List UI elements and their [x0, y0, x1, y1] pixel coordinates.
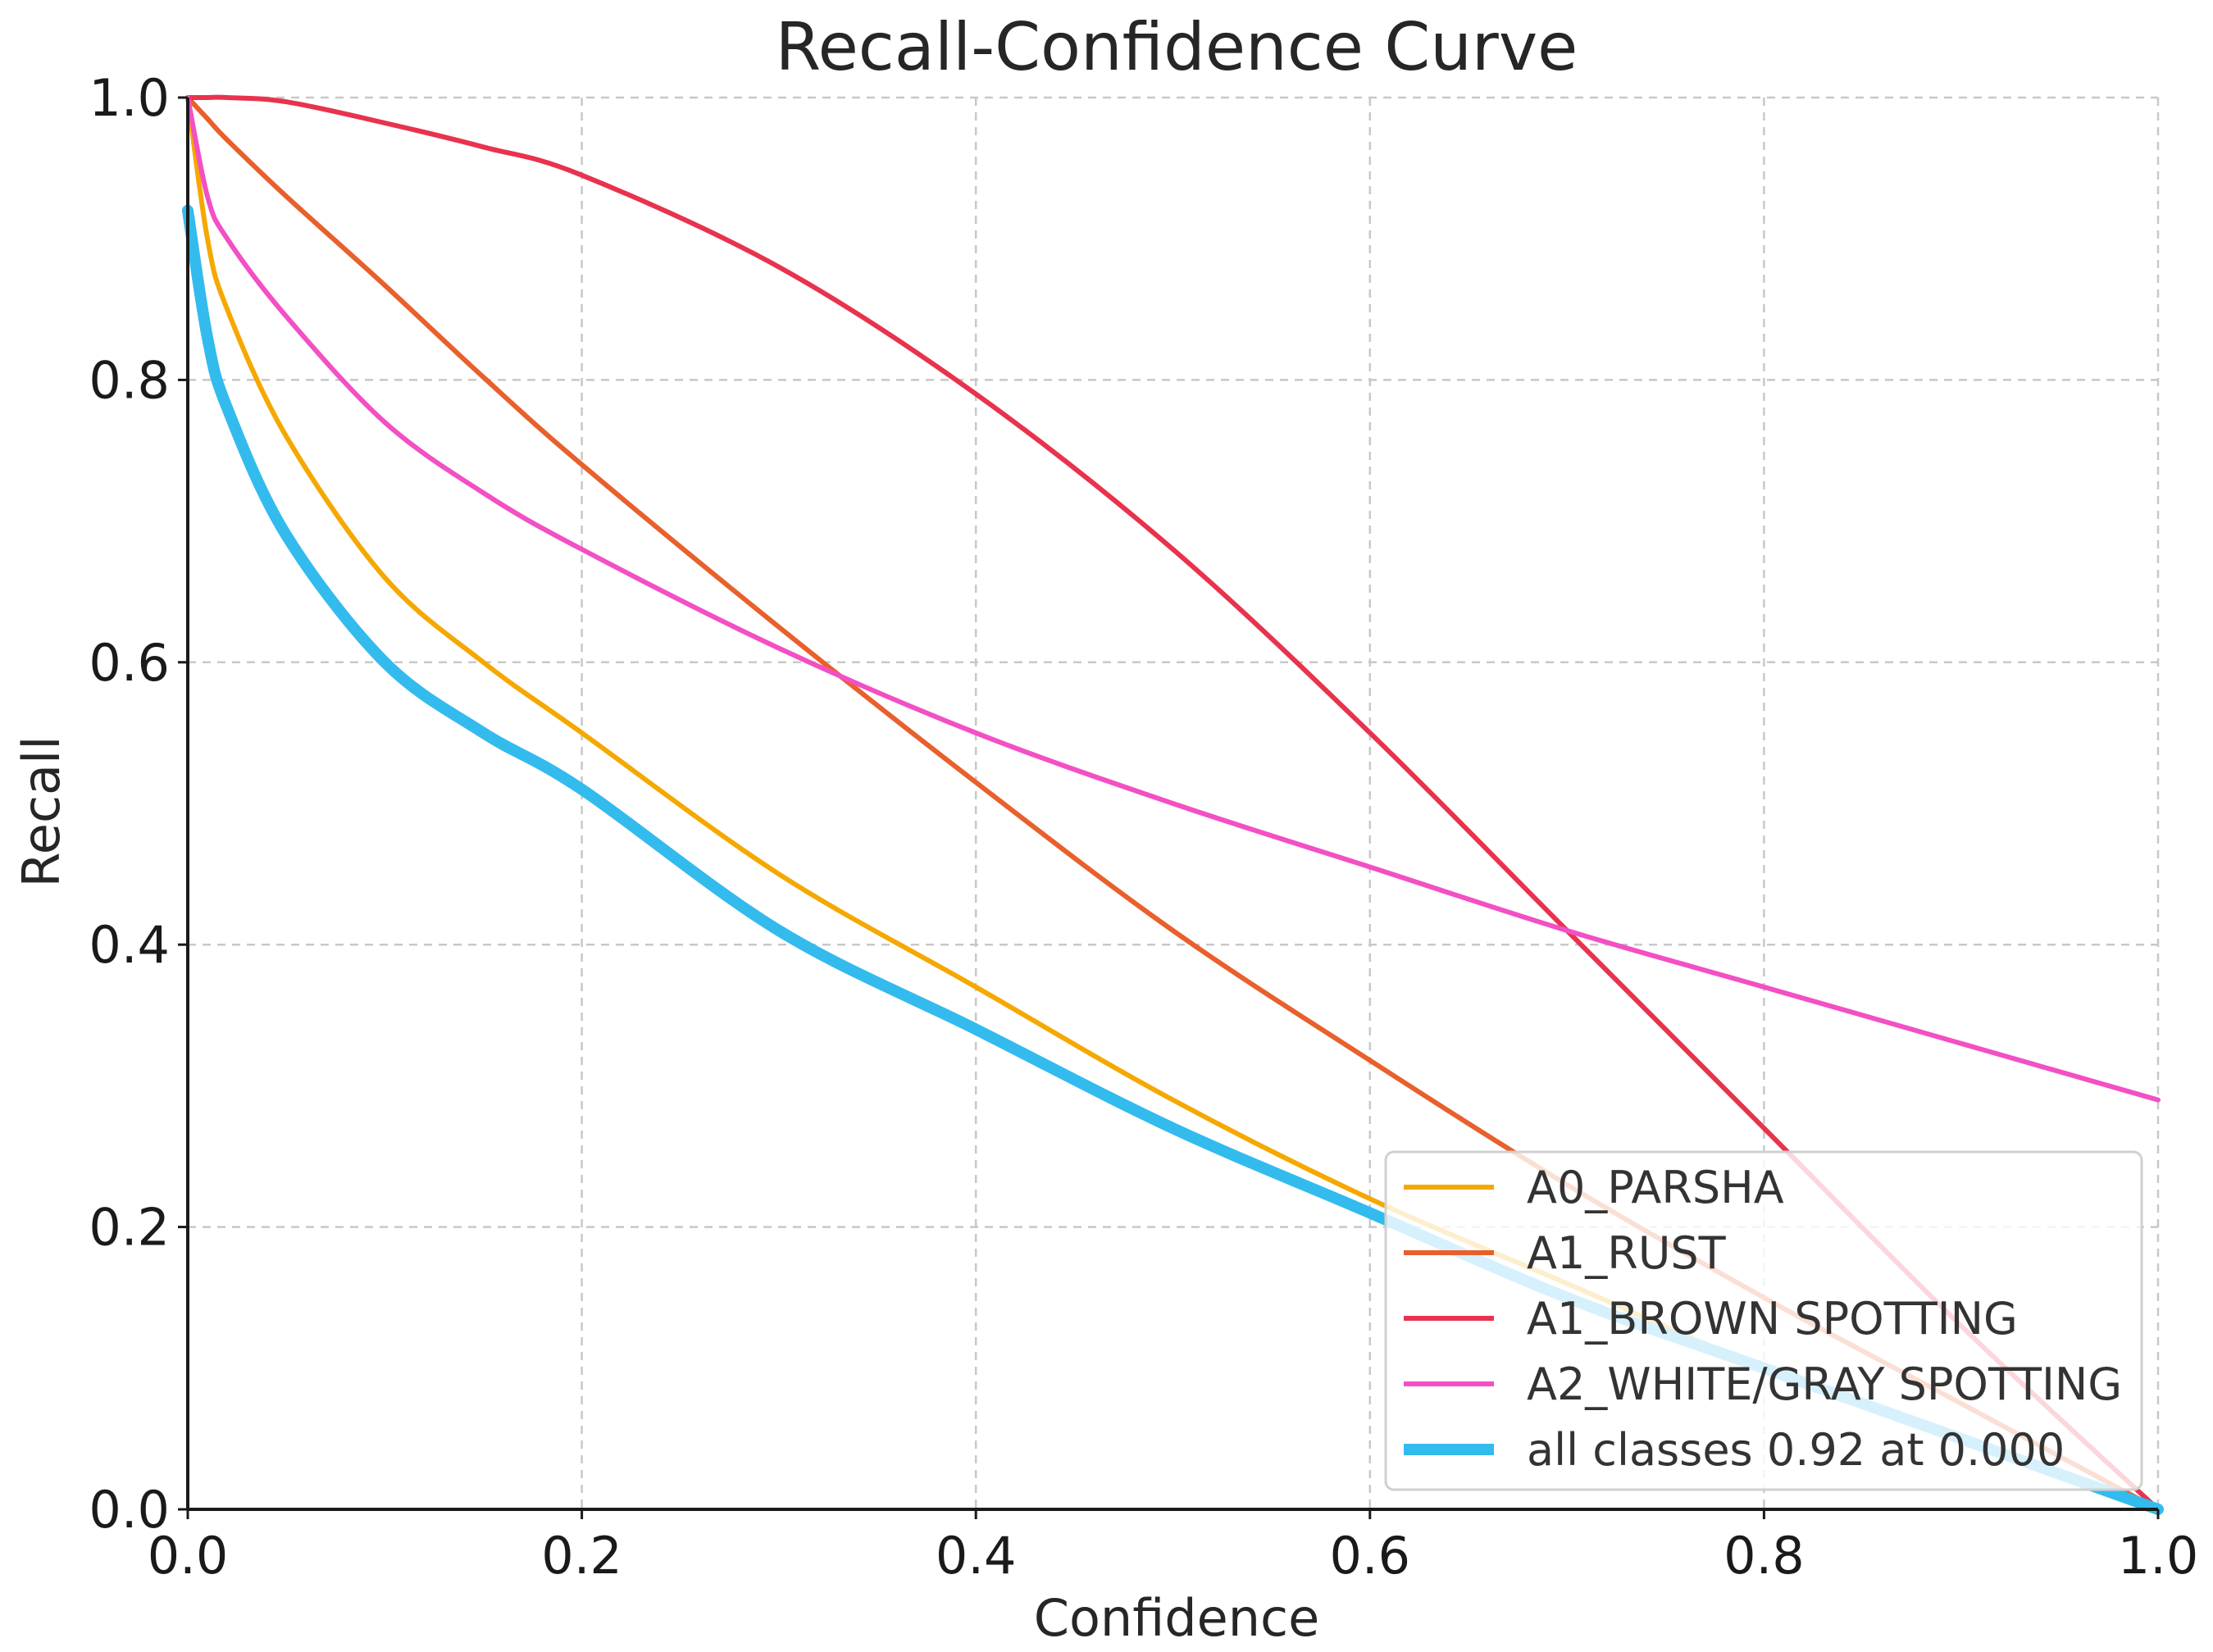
tick-labels: 0.0 0.2 0.4 0.6 0.8 1.0 0.0 0.2 0.4 0.6 0.8 1.0 — [89, 68, 2198, 1586]
y-axis-label: Recall — [11, 736, 71, 888]
x-tick-label: 0.6 — [1329, 1526, 1410, 1586]
x-axis-label: Confidence — [1034, 1588, 1320, 1648]
legend-label-a1-brown-spotting: A1_BROWN SPOTTING — [1527, 1293, 2018, 1345]
y-tick-label: 0.2 — [89, 1198, 170, 1258]
series-line-a1-brown-spotting — [185, 94, 2161, 1512]
axes — [178, 96, 2160, 1519]
legend-box — [1384, 1150, 2143, 1491]
chart-title: Recall-Confidence Curve — [776, 9, 1578, 85]
x-tick-label: 0.4 — [936, 1526, 1017, 1586]
legend-label-all-classes-0-92-at-0-000: all classes 0.92 at 0.000 — [1527, 1424, 2065, 1476]
y-tick-label: 0.6 — [89, 633, 170, 693]
series-line-a2-white-gray-spotting — [185, 95, 2161, 1103]
legend-label-a2-white-gray-spotting: A2_WHITE/GRAY SPOTTING — [1527, 1358, 2122, 1410]
x-tick-label: 1.0 — [2118, 1526, 2199, 1586]
y-tick-label: 1.0 — [89, 68, 170, 128]
x-tick-label: 0.0 — [148, 1526, 229, 1586]
y-tick-label: 0.8 — [89, 350, 170, 410]
x-tick-label: 0.2 — [541, 1526, 622, 1586]
legend-label-a0-parsha: A0_PARSHA — [1527, 1162, 1784, 1213]
y-tick-label: 0.4 — [89, 915, 170, 975]
x-tick-label: 0.8 — [1723, 1526, 1805, 1586]
y-tick-label: 0.0 — [89, 1480, 170, 1540]
legend: A0_PARSHA A1_RUST A1_BROWN SPOTTING A2_WHIT… — [1384, 1150, 2143, 1491]
legend-label-a1-rust: A1_RUST — [1527, 1227, 1727, 1279]
